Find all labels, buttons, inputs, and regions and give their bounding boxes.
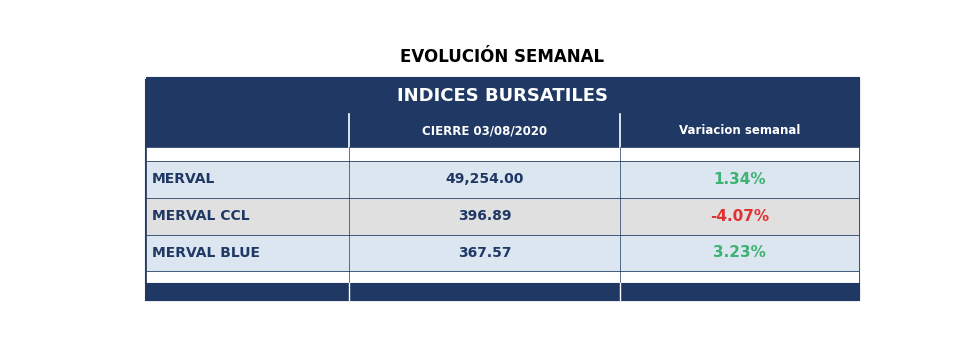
Bar [146,80,858,300]
Text: 367.57: 367.57 [458,246,512,260]
Bar [146,197,858,234]
Bar [146,283,858,300]
Bar [146,114,858,147]
Text: INDICES BURSATILES: INDICES BURSATILES [397,87,608,105]
Text: MERVAL: MERVAL [152,172,216,186]
Bar [146,147,858,161]
Text: 3.23%: 3.23% [712,245,765,260]
Text: MERVAL CCL: MERVAL CCL [152,209,250,223]
Text: Variacion semanal: Variacion semanal [678,124,800,137]
Bar [146,234,858,272]
Bar [146,272,858,283]
Text: 1.34%: 1.34% [713,172,765,187]
Text: CIERRE 03/08/2020: CIERRE 03/08/2020 [421,124,547,137]
Bar [146,161,858,197]
Text: EVOLUCIÓN SEMANAL: EVOLUCIÓN SEMANAL [400,48,605,66]
Bar [146,77,858,114]
Text: -4.07%: -4.07% [710,209,769,224]
Text: MERVAL BLUE: MERVAL BLUE [152,246,260,260]
Text: 396.89: 396.89 [458,209,512,223]
Text: 49,254.00: 49,254.00 [445,172,523,186]
